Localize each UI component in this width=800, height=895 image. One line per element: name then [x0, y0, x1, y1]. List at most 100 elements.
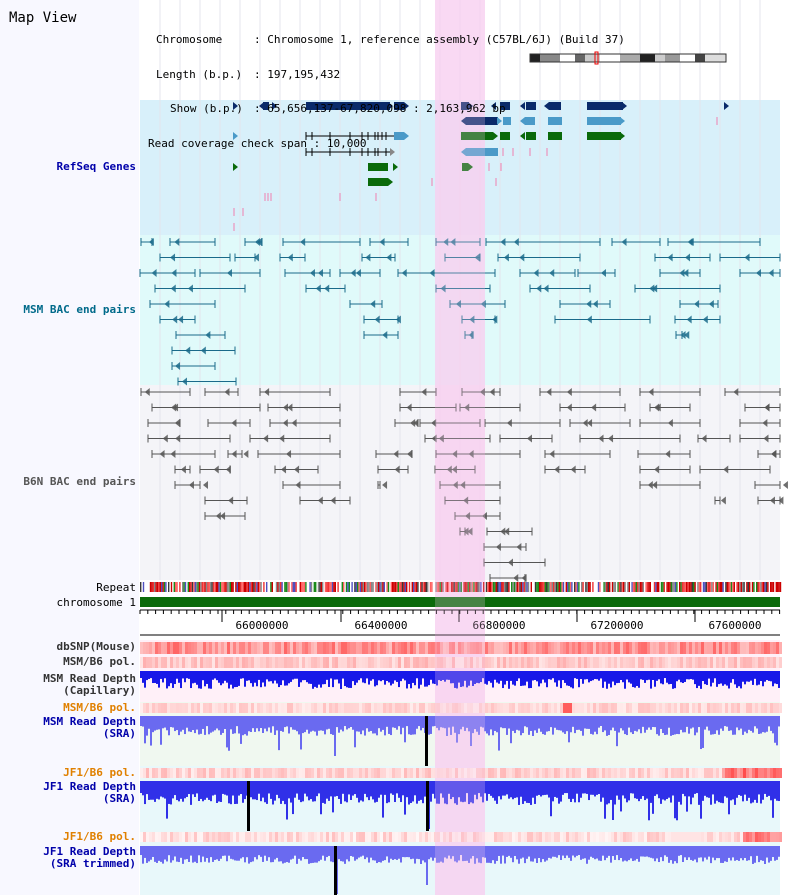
jf1-pol-heat-cell — [143, 768, 146, 778]
track-label-b6n-bac[interactable]: B6N BAC end pairs — [23, 475, 136, 488]
track-label-jf1-b6-pol-2[interactable]: JF1/B6 pol. — [63, 830, 136, 843]
msm-sra-depth-bar — [310, 716, 312, 732]
jf1-pol2-heat-cell — [650, 832, 653, 842]
jf1-pol2-heat-cell — [422, 832, 425, 842]
jf1-sra-depth-bar — [748, 781, 750, 798]
jf1-sra-depth-bar — [760, 781, 762, 804]
jf1-sra-depth-bar — [638, 781, 640, 802]
jf1-sra-depth-bar — [604, 781, 606, 819]
msm-sra-depth-bar — [200, 716, 202, 734]
repeat-feature — [438, 582, 440, 592]
bac-end-marker — [286, 450, 292, 458]
jf1-pol-heat-cell — [635, 768, 638, 778]
track-label-msm-b6-pol-2[interactable]: MSM/B6 pol. — [63, 701, 136, 714]
jf1-pol2-heat-cell — [146, 832, 149, 842]
bac-end-marker — [694, 300, 700, 308]
jf1-trim-depth-bar — [778, 846, 780, 857]
msm-sra-depth-bar — [522, 716, 524, 734]
repeat-feature — [408, 582, 411, 592]
repeat-feature — [427, 582, 429, 592]
bac-end-marker — [291, 419, 297, 427]
bac-end-marker — [508, 558, 514, 567]
jf1-trim-depth-bar — [638, 846, 640, 862]
msm-sra-depth-bar — [594, 716, 596, 732]
track-label-dbsnp[interactable]: dbSNP(Mouse) — [56, 640, 136, 653]
msm-capillary-depth-bar — [716, 671, 718, 687]
jf1-pol2-heat-cell — [272, 832, 275, 842]
jf1-trim-depth-bar — [288, 846, 290, 863]
msm-sra-depth-bar — [152, 716, 154, 733]
msm-pol-heat-cell — [287, 657, 290, 668]
msm-pol2-heat-cell — [395, 703, 398, 713]
jf1-sra-depth-bar — [438, 781, 440, 804]
jf1-sra-depth-bar — [358, 781, 360, 803]
repeat-feature — [716, 582, 719, 592]
msm-pol-heat-cell — [218, 657, 221, 668]
msm-capillary-depth-bar — [662, 671, 664, 685]
msm-pol2-heat-cell — [359, 703, 362, 713]
jf1-trim-depth-bar — [474, 846, 476, 864]
msm-pol-heat-cell — [770, 657, 773, 668]
bac-end-marker — [516, 543, 522, 551]
msm-pol-heat-cell — [344, 657, 347, 668]
msm-pol-heat-cell — [743, 657, 746, 668]
jf1-trim-depth-bar — [618, 846, 620, 861]
jf1-sra-depth-bar — [348, 781, 350, 795]
jf1-sra-depth-bar — [404, 781, 406, 815]
track-label-msm-read-depth-sra[interactable]: MSM Read Depth (SRA) — [0, 716, 136, 740]
msm-pol-heat-cell — [581, 657, 584, 668]
msm-capillary-depth-bar — [398, 671, 400, 688]
msm-pol-heat-cell — [401, 657, 404, 668]
jf1-pol-heat-cell — [452, 768, 455, 778]
repeat-feature — [161, 582, 163, 592]
dbsnp-heat-cell — [365, 642, 368, 654]
msm-pol2-heat-cell — [761, 703, 764, 713]
jf1-pol-heat-cell — [701, 768, 704, 778]
jf1-sra-depth-bar — [346, 781, 348, 803]
msm-pol-heat-cell — [779, 657, 782, 668]
msm-sra-depth-bar — [716, 716, 718, 731]
msm-pol2-heat-cell — [563, 703, 566, 713]
repeat-feature — [378, 582, 380, 592]
track-label-jf1-read-depth-sra[interactable]: JF1 Read Depth (SRA) — [0, 781, 136, 805]
jf1-pol2-heat-cell — [212, 832, 215, 842]
msm-capillary-depth-bar — [412, 671, 414, 683]
msm-capillary-depth-bar — [166, 671, 168, 689]
jf1-pol-heat-cell — [644, 768, 647, 778]
msm-capillary-depth-bar — [652, 671, 654, 680]
track-label-repeat[interactable]: Repeat — [96, 581, 136, 594]
repeat-feature — [519, 582, 521, 592]
msm-capillary-depth-bar — [336, 671, 338, 680]
jf1-sra-depth-bar — [654, 781, 656, 796]
jf1-trim-depth-bar — [158, 846, 160, 861]
msm-capillary-depth-bar — [554, 671, 556, 683]
track-label-jf1-b6-pol[interactable]: JF1/B6 pol. — [63, 766, 136, 779]
msm-pol2-heat-cell — [593, 703, 596, 713]
msm-pol2-heat-cell — [641, 703, 644, 713]
jf1-trim-depth-bar — [746, 846, 748, 861]
jf1-trim-depth-bar — [484, 846, 486, 858]
track-label-refseq[interactable]: RefSeq Genes — [56, 160, 136, 173]
msm-pol-heat-cell — [236, 657, 239, 668]
msm-pol2-heat-cell — [389, 703, 392, 713]
msm-pol2-heat-cell — [560, 703, 563, 713]
msm-sra-depth-bar — [368, 716, 370, 732]
jf1-pol2-heat-cell — [485, 832, 488, 842]
track-label-msm-read-depth-capillary[interactable]: MSM Read Depth (Capillary) — [0, 673, 136, 697]
track-label-chromosome[interactable]: chromosome 1 — [56, 596, 136, 609]
jf1-pol-heat-cell — [731, 768, 734, 778]
jf1-sra-depth-bar — [514, 781, 516, 798]
track-label-msm-bac[interactable]: MSM BAC end pairs — [23, 303, 136, 316]
jf1-sra-depth-bar — [774, 781, 776, 799]
msm-sra-line1: MSM Read Depth — [43, 715, 136, 728]
msm-capillary-depth-bar — [710, 671, 712, 687]
bac-end-marker — [370, 300, 376, 308]
msm-pol2-heat-cell — [686, 703, 689, 713]
bac-end-marker — [468, 331, 474, 339]
track-label-msm-b6-pol[interactable]: MSM/B6 pol. — [63, 655, 136, 668]
msm-pol2-heat-cell — [197, 703, 200, 713]
track-label-jf1-read-depth-trimmed[interactable]: JF1 Read Depth (SRA trimmed) — [0, 846, 136, 870]
jf1-pol2-heat-cell — [398, 832, 401, 842]
bac-end-marker — [452, 481, 458, 489]
msm-pol-heat-cell — [341, 657, 344, 668]
